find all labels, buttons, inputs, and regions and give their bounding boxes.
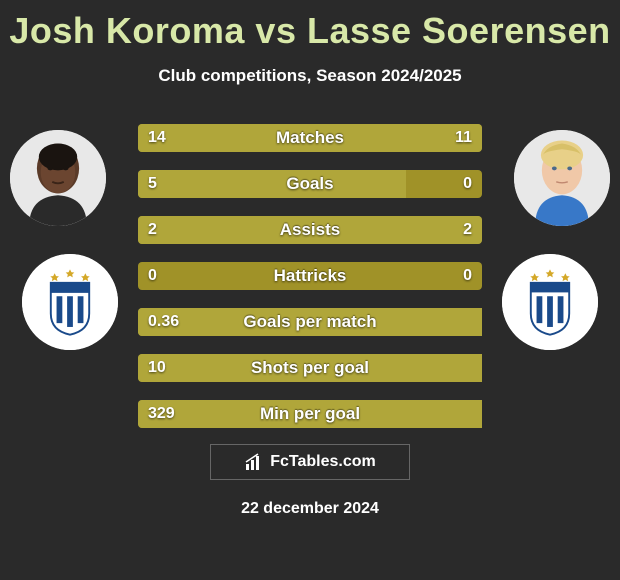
club-badge-left — [22, 254, 118, 350]
stat-row: Min per goal329 — [138, 400, 482, 428]
stats-container: Matches1411Goals50Assists22Hattricks00Go… — [138, 124, 482, 446]
stat-value-left: 0.36 — [148, 308, 179, 336]
stat-row: Hattricks0 0 — [138, 262, 482, 290]
stat-value-right: 2 — [463, 216, 472, 244]
stat-row: Goals5 0 — [138, 170, 482, 198]
brand-chart-icon — [244, 452, 264, 472]
player-right-avatar — [514, 130, 610, 226]
stat-row: Shots per goal10 — [138, 354, 482, 382]
stat-row: Assists2 2 — [138, 216, 482, 244]
footer-date: 22 december 2024 — [0, 500, 620, 518]
stat-value-left: 5 — [148, 170, 157, 198]
stat-value-left: 329 — [148, 400, 175, 428]
stat-value-left: 14 — [148, 124, 166, 152]
stat-value-right: 0 — [463, 170, 472, 198]
stat-value-right: 11 — [455, 124, 472, 152]
stat-value-left: 10 — [148, 354, 166, 382]
stat-row: Matches14 11 — [138, 124, 482, 152]
stat-label: Goals per match — [138, 308, 482, 336]
stat-value-left: 2 — [148, 216, 157, 244]
stat-label: Min per goal — [138, 400, 482, 428]
stat-row: Goals per match0.36 — [138, 308, 482, 336]
stat-label: Hattricks — [138, 262, 482, 290]
stat-label: Shots per goal — [138, 354, 482, 382]
footer-brand-box: FcTables.com — [210, 444, 410, 480]
footer-brand-text: FcTables.com — [270, 453, 376, 471]
stat-value-left: 0 — [148, 262, 157, 290]
comparison-subtitle: Club competitions, Season 2024/2025 — [0, 66, 620, 86]
player-left-avatar — [10, 130, 106, 226]
stat-label: Assists — [138, 216, 482, 244]
comparison-title: Josh Koroma vs Lasse Soerensen — [0, 0, 620, 52]
stat-label: Goals — [138, 170, 482, 198]
club-badge-right — [502, 254, 598, 350]
stat-value-right: 0 — [463, 262, 472, 290]
stat-label: Matches — [138, 124, 482, 152]
